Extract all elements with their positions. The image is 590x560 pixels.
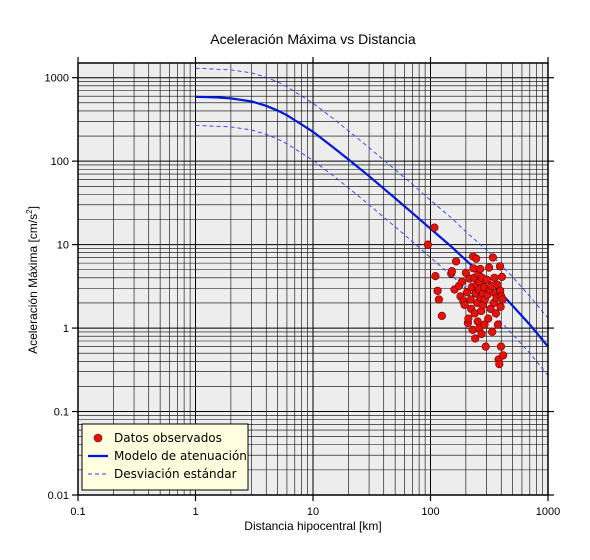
x-tick-label: 10	[307, 506, 319, 518]
data-point	[490, 273, 499, 282]
data-point	[430, 223, 439, 232]
data-point	[496, 302, 505, 311]
data-point	[496, 342, 506, 351]
y-axis-label: Aceleración Máxima [cm/s2]	[25, 206, 40, 354]
data-point	[434, 295, 444, 304]
x-tick-label: 100	[421, 506, 439, 518]
chart-title: Aceleración Máxima vs Distancia	[210, 31, 416, 47]
axis-ticks	[72, 57, 554, 501]
data-point	[433, 286, 442, 295]
y-tick-label: 1000	[45, 73, 69, 85]
data-point	[460, 300, 469, 309]
data-point	[488, 327, 497, 337]
y-tick-label: 10	[57, 240, 69, 252]
data-point	[480, 320, 489, 329]
y-tick-label: 0.1	[54, 407, 69, 419]
data-point	[493, 320, 503, 329]
x-axis-label: Distancia hipocentral [km]	[244, 519, 381, 533]
data-point	[498, 295, 507, 304]
data-point	[484, 314, 493, 323]
data-point	[485, 263, 494, 272]
x-tick-label: 1	[192, 506, 198, 518]
data-point	[495, 262, 505, 271]
data-point	[472, 254, 481, 263]
data-point	[488, 253, 498, 262]
data-point	[469, 264, 478, 273]
data-point	[481, 342, 490, 351]
data-point	[495, 360, 504, 369]
data-point	[431, 272, 440, 281]
y-tick-label: 0.01	[48, 490, 69, 502]
data-point	[437, 311, 447, 321]
grid-lines	[77, 63, 548, 496]
x-tick-label: 1000	[536, 506, 560, 518]
x-tick-label: 0.1	[70, 506, 85, 518]
data-point	[468, 325, 477, 335]
plot-frame	[77, 62, 549, 496]
y-tick-label: 1	[63, 323, 69, 335]
data-point	[452, 257, 461, 266]
data-point	[423, 240, 433, 249]
data-points	[423, 223, 508, 369]
data-point	[482, 275, 491, 284]
x-tick-labels: 0.1 1 10 100 1000	[70, 506, 560, 518]
data-point	[447, 267, 457, 276]
data-point	[476, 264, 485, 274]
legend-marker	[93, 433, 103, 443]
data-point	[464, 314, 473, 323]
data-point	[491, 309, 501, 318]
data-point	[461, 268, 471, 277]
data-point	[466, 295, 475, 304]
legend: Datos observados Modelo de atenuación Desv…	[81, 423, 249, 491]
deviation-line	[195, 67, 549, 319]
data-point	[499, 351, 508, 360]
data-point	[497, 272, 507, 282]
data-point	[463, 288, 472, 297]
legend-box	[81, 423, 249, 491]
y-tick-labels: 0.01 0.1 1 10 100 1000	[45, 73, 69, 502]
legend-label: Modelo de atenuación	[114, 449, 247, 463]
data-point	[457, 277, 467, 286]
data-point	[471, 334, 480, 343]
data-point	[477, 329, 486, 339]
legend-label: Datos observados	[114, 431, 222, 445]
y-tick-label: 100	[51, 156, 69, 168]
legend-label: Desviación estándar	[114, 467, 237, 481]
